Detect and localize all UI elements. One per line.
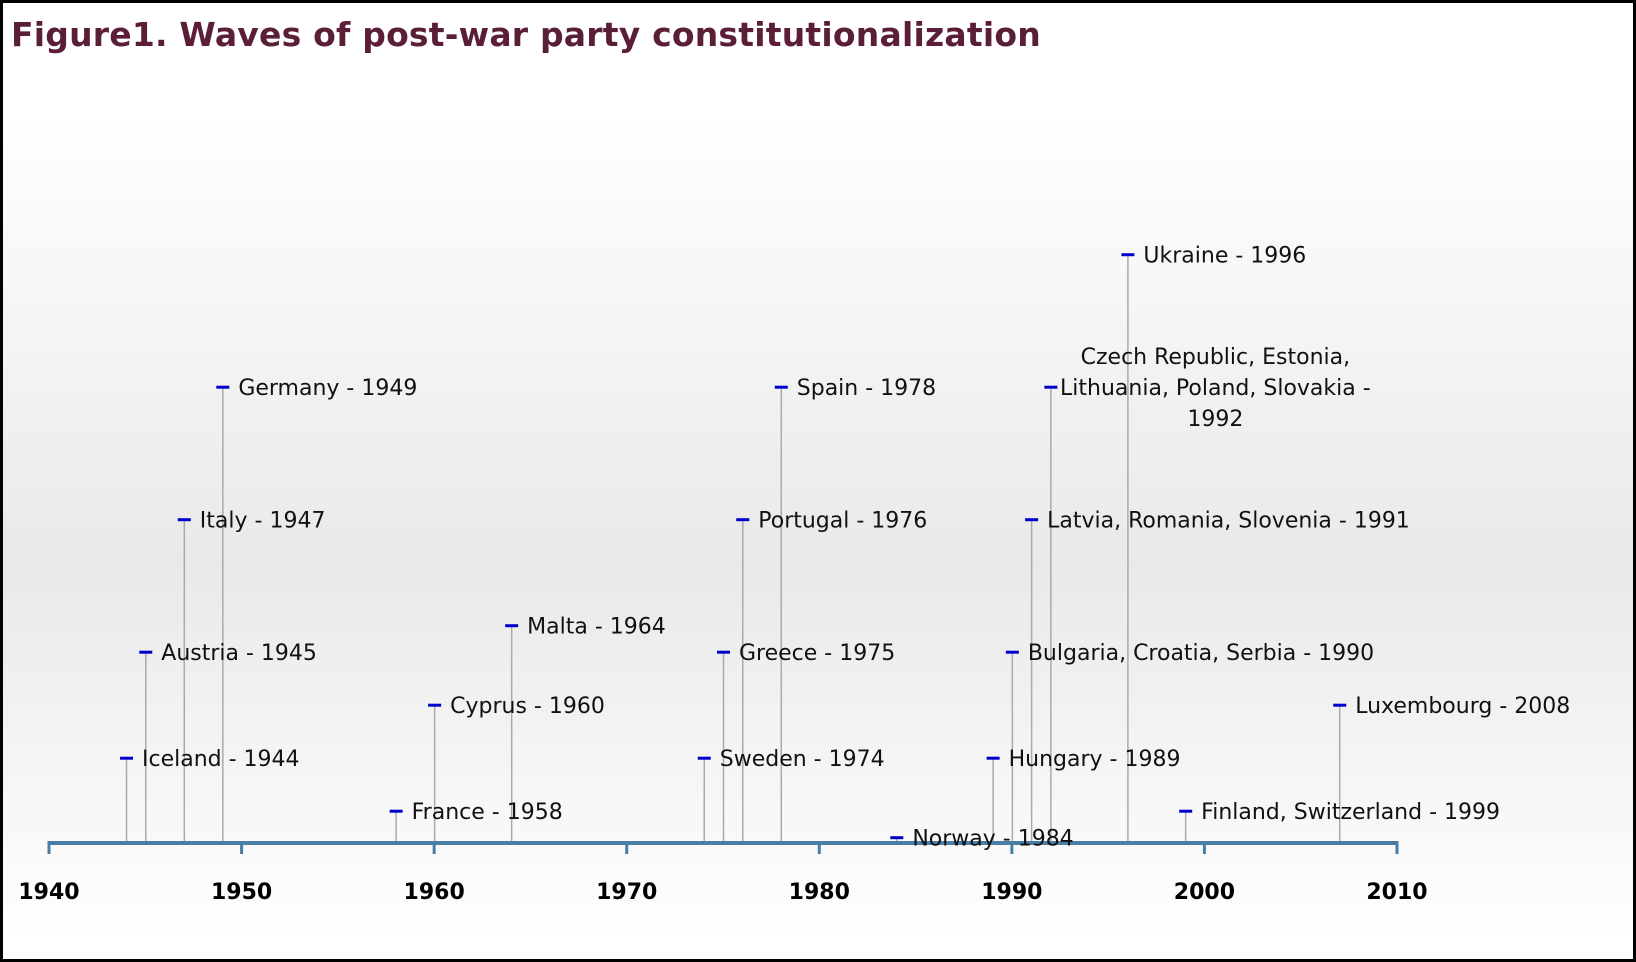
event-label: Portugal - 1976 <box>758 509 927 534</box>
event-label: Greece - 1975 <box>739 641 895 666</box>
event-label: Bulgaria, Croatia, Serbia - 1990 <box>1028 641 1374 666</box>
axis-tick-label: 1940 <box>18 880 79 905</box>
event-label: Finland, Switzerland - 1999 <box>1201 800 1500 825</box>
axis-tick-label: 1960 <box>404 880 465 905</box>
event-label: Iceland - 1944 <box>142 747 300 772</box>
event-label: Hungary - 1989 <box>1009 747 1181 772</box>
event-label: Czech Republic, Estonia, <box>1081 345 1350 370</box>
event-label: 1992 <box>1187 407 1243 432</box>
axis-tick-label: 1970 <box>596 880 657 905</box>
axis-tick-label: 1950 <box>211 880 272 905</box>
event-label: Ukraine - 1996 <box>1143 244 1306 269</box>
chart-title: Figure1. Waves of post-war party constit… <box>11 15 1041 54</box>
event-label: Spain - 1978 <box>797 376 936 401</box>
event-label: Austria - 1945 <box>161 641 317 666</box>
event-label: France - 1958 <box>412 800 563 825</box>
timeline-chart: 1940 1950 1960 1970 1980 1990 2000 2010 Iceland … <box>18 244 1570 905</box>
axis-tick-label: 1990 <box>981 880 1042 905</box>
event-label: Lithuania, Poland, Slovakia - <box>1060 376 1371 401</box>
event-label: Latvia, Romania, Slovenia - 1991 <box>1047 509 1410 534</box>
axis-tick-label: 1980 <box>789 880 850 905</box>
axis-tick-label: 2000 <box>1174 880 1235 905</box>
event-label: Cyprus - 1960 <box>450 694 605 719</box>
event-label: Sweden - 1974 <box>720 747 885 772</box>
event-label: Germany - 1949 <box>238 376 417 401</box>
event-label: Norway - 1984 <box>912 827 1073 852</box>
axis-tick-label: 2010 <box>1366 880 1427 905</box>
event-label: Luxembourg - 2008 <box>1355 694 1570 719</box>
event-label: Malta - 1964 <box>527 615 666 640</box>
event-label: Italy - 1947 <box>200 509 326 534</box>
